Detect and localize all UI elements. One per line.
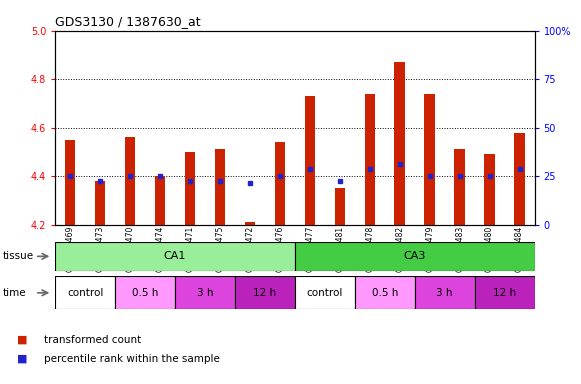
Text: time: time	[3, 288, 27, 298]
Bar	[275, 142, 285, 225]
Bar	[95, 181, 105, 225]
Text: 12 h: 12 h	[253, 288, 277, 298]
Text: 3 h: 3 h	[436, 288, 453, 298]
Text: CA1: CA1	[164, 251, 187, 262]
Bar	[175, 276, 235, 309]
Bar	[55, 242, 295, 271]
Bar	[454, 149, 465, 225]
Bar	[355, 276, 415, 309]
Bar	[425, 94, 435, 225]
Bar	[415, 276, 475, 309]
Text: 12 h: 12 h	[493, 288, 516, 298]
Text: 3 h: 3 h	[197, 288, 213, 298]
Bar	[475, 276, 535, 309]
Bar	[55, 276, 115, 309]
Bar	[65, 140, 76, 225]
Bar	[295, 242, 535, 271]
Text: 0.5 h: 0.5 h	[371, 288, 398, 298]
Bar	[335, 188, 345, 225]
Text: ■: ■	[17, 354, 28, 364]
Bar	[215, 149, 225, 225]
Text: GDS3130 / 1387630_at: GDS3130 / 1387630_at	[55, 15, 201, 28]
Text: transformed count: transformed count	[44, 335, 141, 345]
Text: tissue: tissue	[3, 251, 34, 262]
Bar	[235, 276, 295, 309]
Bar	[125, 137, 135, 225]
Bar	[155, 176, 165, 225]
Bar	[304, 96, 315, 225]
Text: control: control	[67, 288, 103, 298]
Bar	[185, 152, 195, 225]
Bar	[514, 132, 525, 225]
Bar	[115, 276, 175, 309]
Bar	[364, 94, 375, 225]
Bar	[295, 276, 355, 309]
Bar	[485, 154, 495, 225]
Text: ■: ■	[17, 335, 28, 345]
Text: control: control	[307, 288, 343, 298]
Bar	[394, 62, 405, 225]
Text: CA3: CA3	[403, 251, 426, 262]
Text: 0.5 h: 0.5 h	[132, 288, 158, 298]
Text: percentile rank within the sample: percentile rank within the sample	[44, 354, 220, 364]
Bar	[245, 222, 255, 225]
